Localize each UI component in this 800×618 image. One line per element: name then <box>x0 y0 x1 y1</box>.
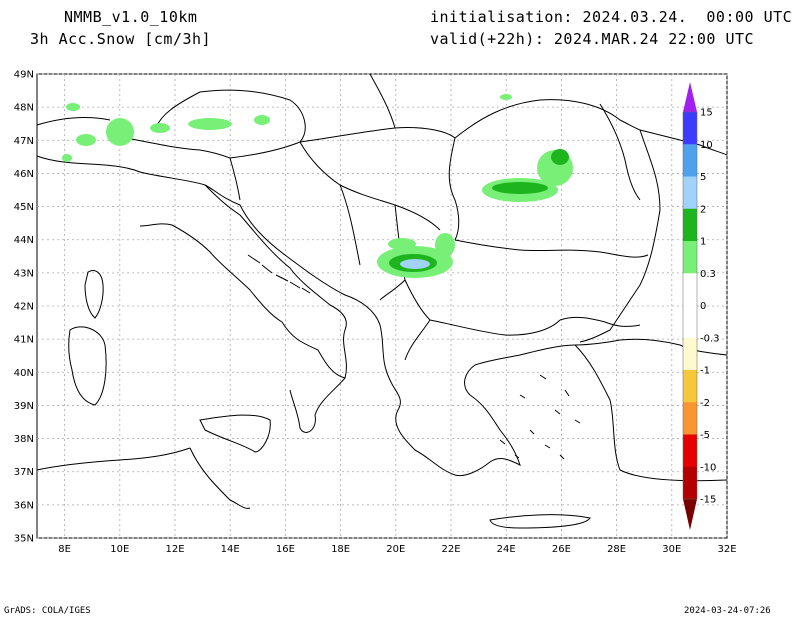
colorbar-label: -2 <box>700 398 710 409</box>
colorbar-label: 2 <box>700 204 706 215</box>
colorbar-swatch <box>683 208 697 242</box>
lat-label: 39N <box>14 401 34 412</box>
lon-label: 12E <box>165 544 184 555</box>
snow-patch-romania-dark <box>492 182 548 194</box>
colorbar-label: 0.3 <box>700 269 716 280</box>
colorbar-label: 5 <box>700 172 706 183</box>
lat-label: 38N <box>14 434 34 445</box>
snow-patch-alps-east <box>188 118 232 130</box>
snow-patch-serbia-north <box>388 238 416 250</box>
lat-label: 44N <box>14 235 34 246</box>
credit-label: GrADS: COLA/IGES <box>4 606 91 616</box>
colorbar-swatch <box>683 176 697 210</box>
lat-label: 49N <box>14 70 34 81</box>
lat-label: 46N <box>14 169 34 180</box>
lon-label: 8E <box>58 544 71 555</box>
init-time: initialisation: 2024.03.24. 00:00 UTC <box>430 8 793 26</box>
colorbar-swatch <box>683 273 697 306</box>
lon-label: 30E <box>662 544 681 555</box>
colorbar-swatch <box>683 370 697 403</box>
colorbar-label: -5 <box>700 430 710 441</box>
lon-label: 24E <box>497 544 516 555</box>
colorbar-bottom-arrow <box>683 499 697 530</box>
coastlines-borders <box>36 73 728 529</box>
lat-label: 37N <box>14 467 34 478</box>
colorbar-top-arrow <box>683 82 697 112</box>
model-title: NMMB_v1.0_10km <box>64 8 198 26</box>
colorbar-outline <box>682 111 698 500</box>
longitude-labels: 8E 10E 12E 14E 16E 18E 20E 22E 24E 26E 28E 30E 32E <box>58 544 736 555</box>
snow-patch-alps-southwest <box>76 134 96 146</box>
snow-patch-romania-dark-east <box>551 149 569 165</box>
lat-label: 35N <box>14 534 34 545</box>
lat-label: 48N <box>14 103 34 114</box>
lat-label: 47N <box>14 136 34 147</box>
colorbar-label: 15 <box>700 108 713 119</box>
lat-label: 42N <box>14 302 34 313</box>
colorbar-label: -0.3 <box>700 333 720 344</box>
colorbar-label: -10 <box>700 462 716 473</box>
colorbar-swatch <box>683 241 697 274</box>
lon-label: 32E <box>717 544 736 555</box>
colorbar-label: -1 <box>700 366 710 377</box>
lon-label: 28E <box>607 544 626 555</box>
valid-time: valid(+22h): 2024.MAR.24 22:00 UTC <box>430 30 755 48</box>
colorbar-swatch <box>683 337 697 371</box>
colorbar-swatch <box>683 434 697 468</box>
snow-patch-alps-west <box>106 118 134 146</box>
lon-label: 10E <box>110 544 129 555</box>
timestamp-label: 2024-03-24-07:26 <box>684 606 771 616</box>
lon-label: 18E <box>331 544 350 555</box>
colorbar-swatch <box>683 402 697 435</box>
colorbar-swatch <box>683 112 697 145</box>
colorbar-label: 10 <box>700 140 713 151</box>
lon-label: 26E <box>552 544 571 555</box>
colorbar-label: 1 <box>700 237 706 248</box>
lon-label: 20E <box>386 544 405 555</box>
colorbar-swatch <box>683 466 697 500</box>
snow-patch-northwest <box>66 103 80 111</box>
snow-patch-serbia-east <box>435 233 455 257</box>
lat-label: 43N <box>14 268 34 279</box>
lat-label: 41N <box>14 335 34 346</box>
lat-label: 40N <box>14 368 34 379</box>
colorbar-labels: 15 10 5 2 1 0.3 0 -0.3 -1 -2 -5 -10 -15 <box>700 108 720 506</box>
lon-label: 14E <box>221 544 240 555</box>
snow-patch-alps-central <box>150 123 170 133</box>
lat-label: 36N <box>14 500 34 511</box>
colorbar-swatch <box>683 144 697 177</box>
lat-label: 45N <box>14 202 34 213</box>
latitude-labels: 49N 48N 47N 46N 45N 44N 43N 42N 41N 40N 39N 38N 37N 3… <box>14 70 34 545</box>
colorbar-label: -15 <box>700 495 716 506</box>
field-title: 3h Acc.Snow [cm/3h] <box>30 30 212 48</box>
snow-patch-austria <box>254 115 270 125</box>
snow-patch-small <box>62 154 72 162</box>
snow-patch-north <box>500 94 512 100</box>
grid-lines <box>37 73 728 539</box>
colorbar <box>682 82 698 530</box>
colorbar-swatch <box>683 305 697 339</box>
lon-label: 22E <box>441 544 460 555</box>
snow-patches <box>62 94 573 278</box>
lon-label: 16E <box>276 544 295 555</box>
snow-patch-serbia-peak <box>400 259 430 269</box>
colorbar-label: 0 <box>700 301 706 312</box>
